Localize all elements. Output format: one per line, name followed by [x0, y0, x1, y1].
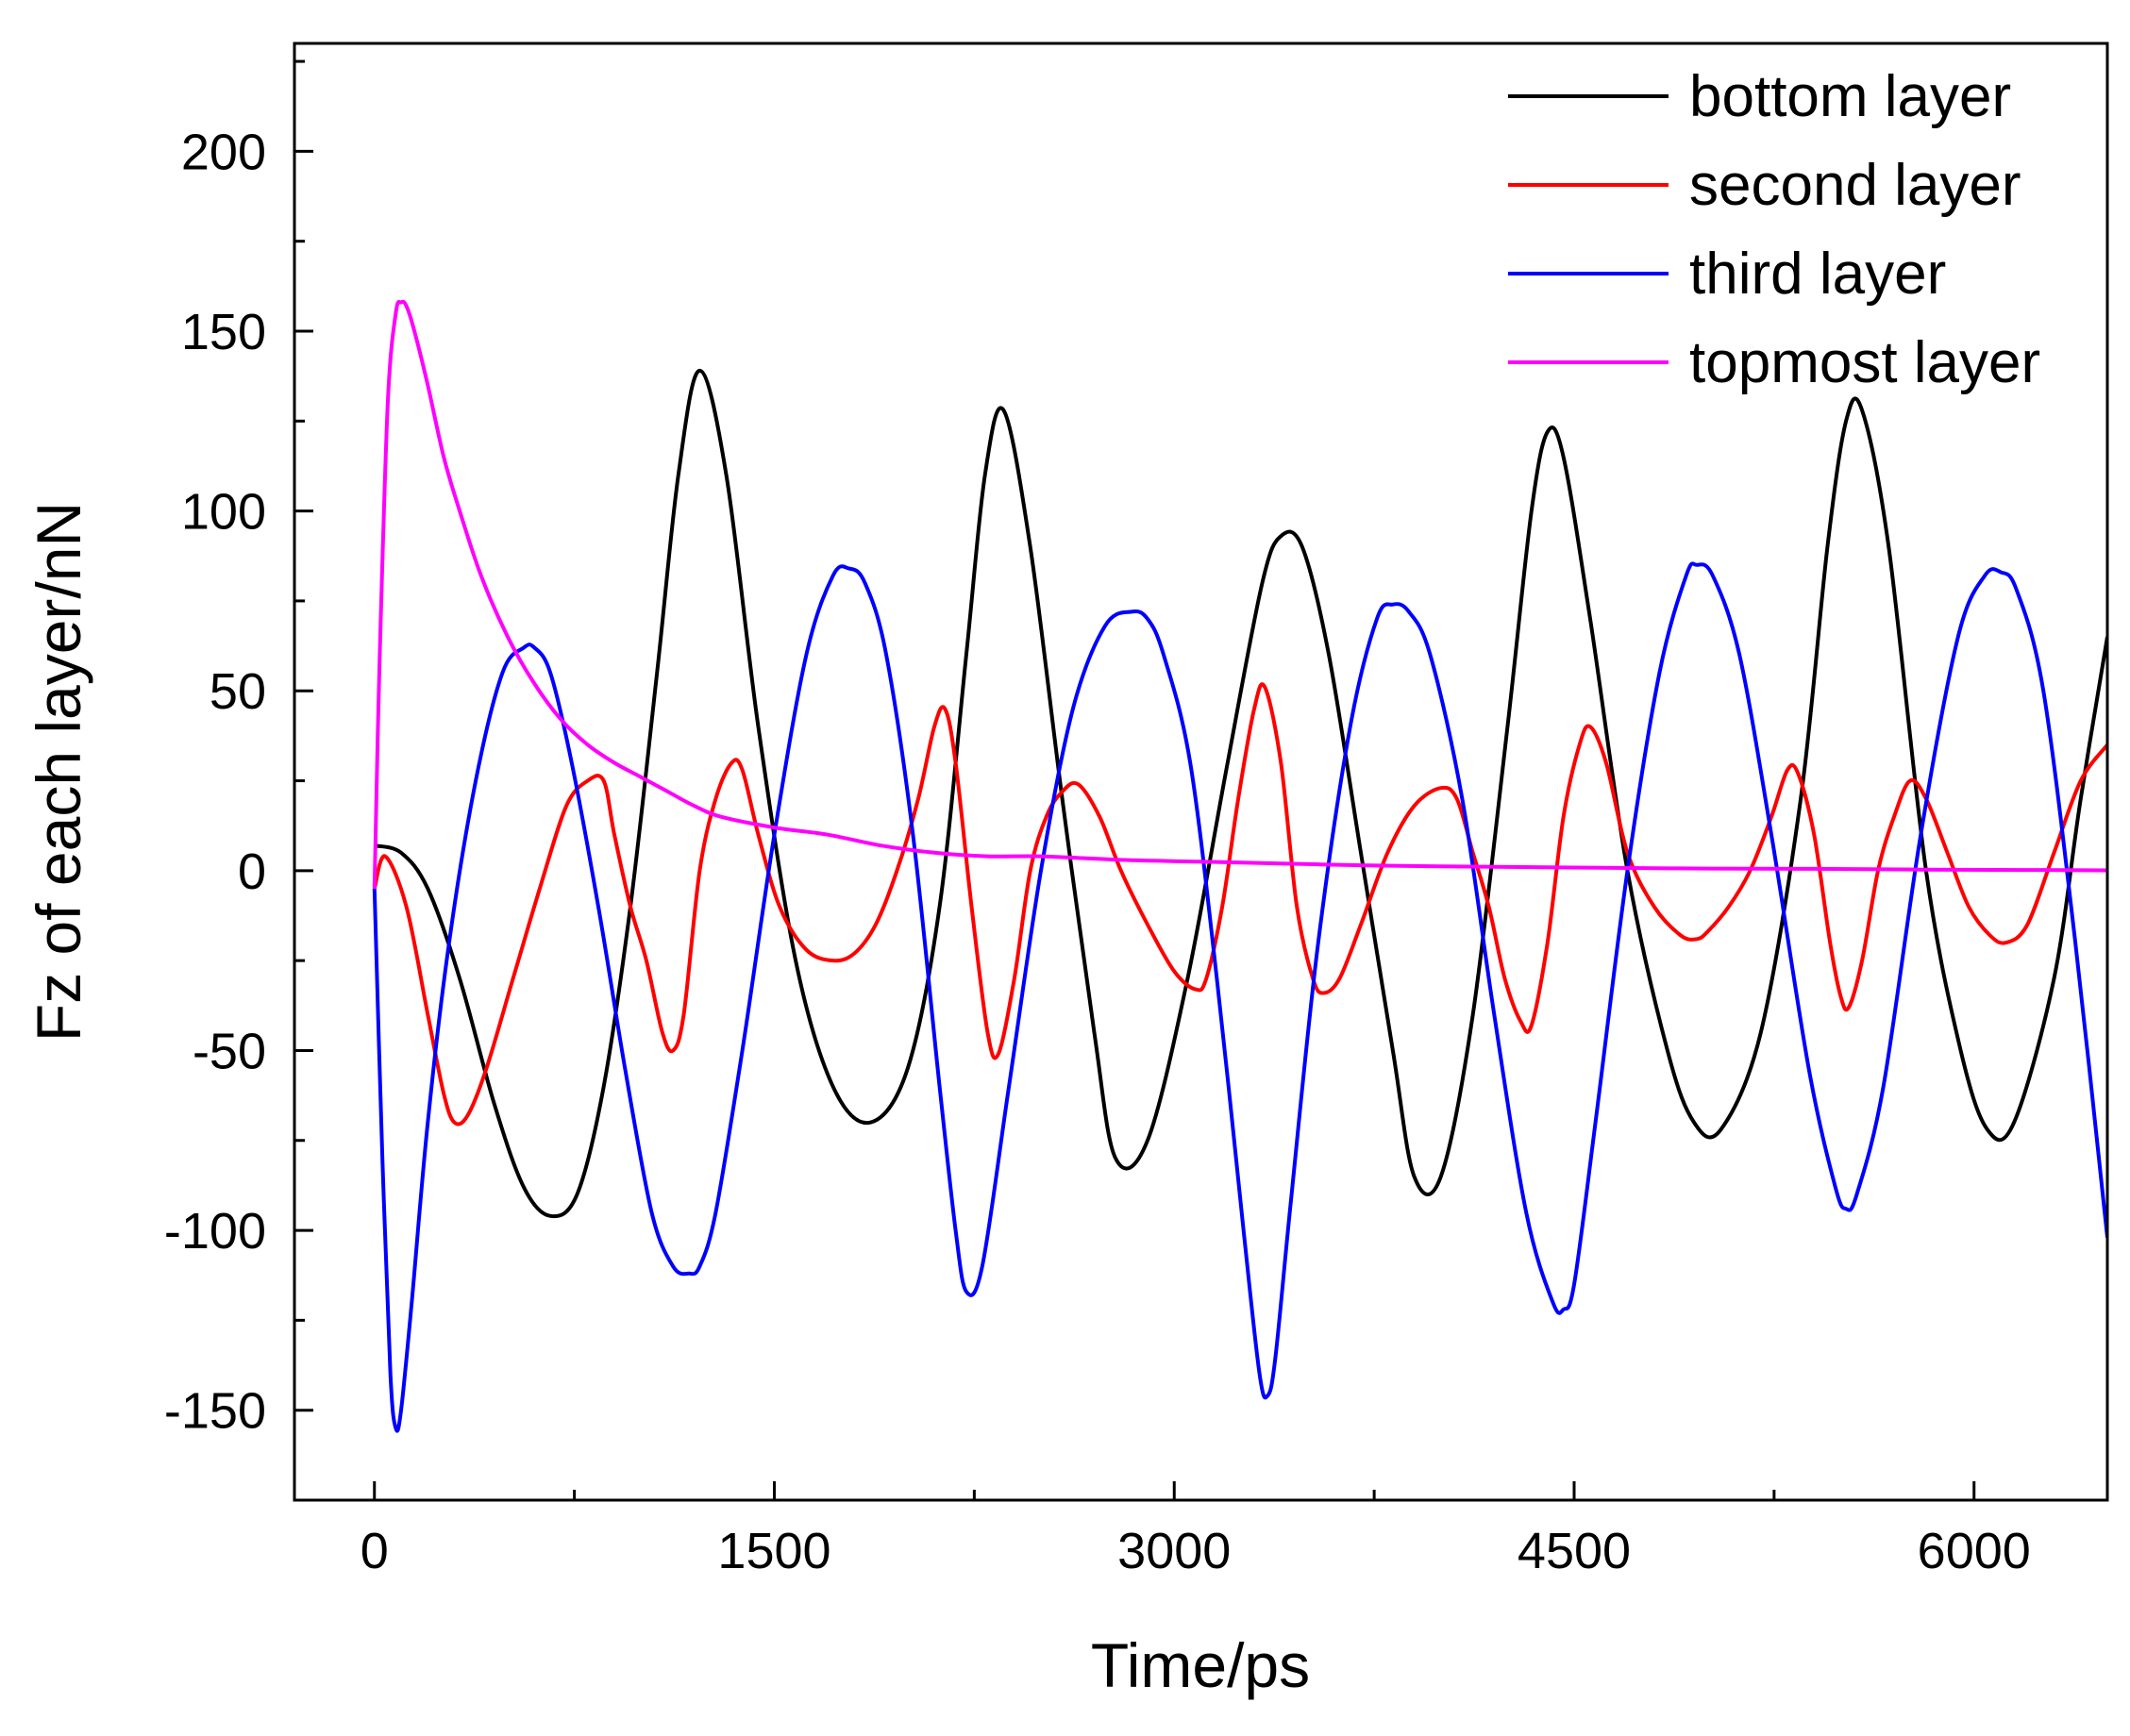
series-line-third-layer	[372, 561, 2107, 1433]
x-axis-title: Time/ps	[1091, 1630, 1310, 1700]
x-axis: 0 1500 3000 4500 6000	[361, 1481, 2031, 1579]
y-tick-label--50: -50	[193, 1023, 266, 1079]
series-line-second-layer	[372, 682, 2107, 1127]
y-tick-label-0: 0	[238, 843, 266, 900]
plot-frame	[293, 42, 2109, 1502]
y-tick-label-200: 200	[181, 124, 266, 180]
y-tick-label--100: -100	[164, 1203, 266, 1260]
series-line-topmost-layer	[372, 299, 2107, 889]
y-tick-label-150: 150	[181, 304, 266, 360]
x-tick-label-1500: 1500	[717, 1523, 830, 1579]
legend-label-second-layer: second layer	[1689, 153, 2021, 218]
y-axis: -150 -100 -50 0 50 100 150 200	[164, 59, 313, 1502]
y-tick-label-50: 50	[210, 663, 266, 720]
legend-label-topmost-layer: topmost layer	[1689, 330, 2040, 395]
x-tick-label-4500: 4500	[1518, 1523, 1631, 1579]
x-tick-label-3000: 3000	[1117, 1523, 1231, 1579]
y-axis-title: Fz of each layer/nN	[24, 502, 93, 1042]
x-tick-label-0: 0	[361, 1523, 389, 1579]
series-group	[372, 299, 2107, 1433]
legend-label-third-layer: third layer	[1689, 242, 1946, 307]
series-line-bottom-layer	[374, 368, 2107, 1219]
y-tick-label-100: 100	[181, 484, 266, 541]
legend-label-bottom-layer: bottom layer	[1689, 64, 2011, 129]
legend: bottom layer second layer third layer topmo…	[1508, 64, 2040, 395]
y-tick-label--150: -150	[164, 1383, 266, 1440]
x-tick-label-6000: 6000	[1918, 1523, 2031, 1579]
